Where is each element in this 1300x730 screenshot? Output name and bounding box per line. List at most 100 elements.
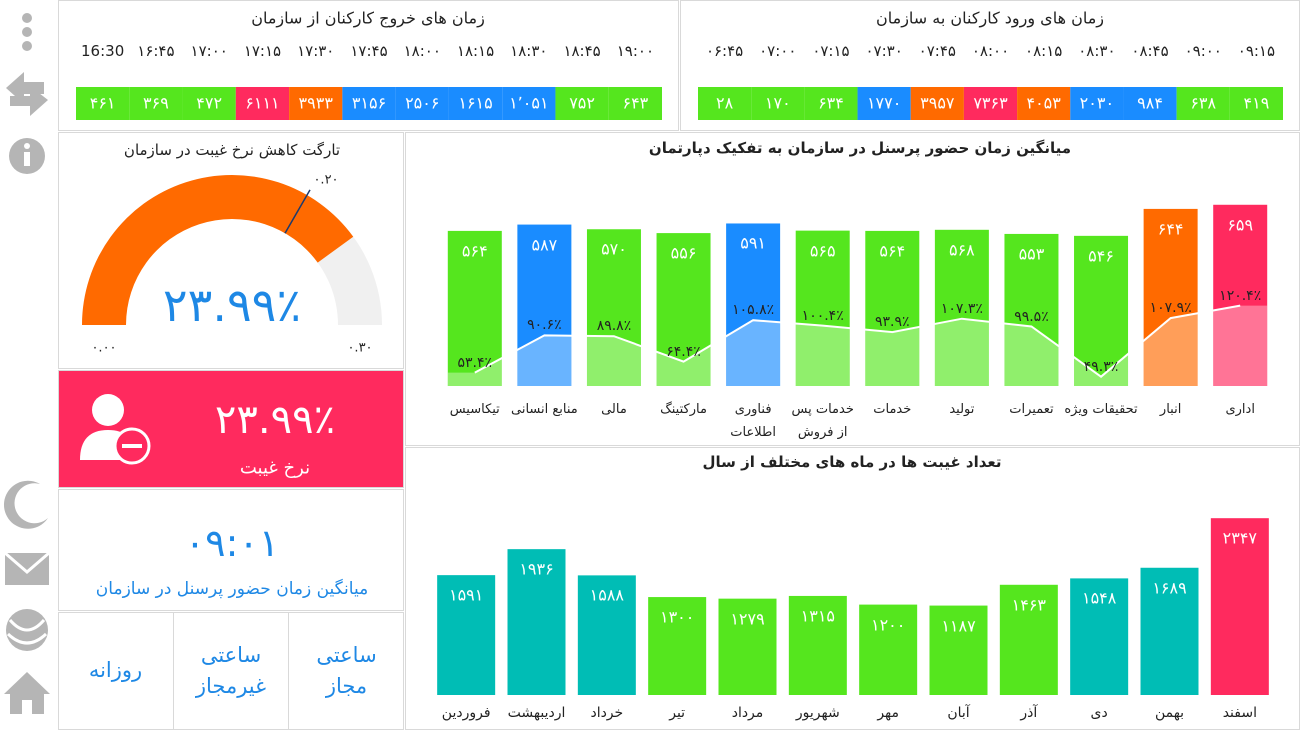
- gauge-tick-label: ۰.۰۰: [91, 340, 117, 356]
- line-area: [726, 320, 781, 386]
- strip-cell: [1229, 87, 1283, 120]
- bar: [648, 597, 707, 695]
- x-tick-label: شهریور: [795, 705, 840, 721]
- line-label: ۹۹.۵٪: [1014, 308, 1049, 325]
- cell-label: ۱٬۰۵۱: [509, 93, 549, 113]
- bar-label: ۵۴۶: [1088, 246, 1114, 266]
- globe-icon[interactable]: [6, 609, 48, 651]
- chart-title: زمان های خروج کارکنان از سازمان: [251, 8, 485, 28]
- line-area: [517, 335, 572, 386]
- line-area: [1004, 323, 1059, 386]
- line-label: ۱۰۵.۸٪: [732, 302, 775, 319]
- x-tick-label: مالی: [601, 402, 627, 417]
- x-tick-label: اردیبهشت: [507, 705, 566, 721]
- strip-cell: [804, 87, 858, 120]
- menu-icon[interactable]: [22, 13, 32, 51]
- time-label: ۰۷:۰۰: [759, 42, 797, 60]
- bar: [1070, 578, 1129, 695]
- filter-button[interactable]: روزانه: [88, 658, 143, 683]
- home-icon[interactable]: [4, 672, 50, 714]
- x-tick-label: مرداد: [731, 705, 764, 721]
- x-tick-label: آبان: [947, 705, 970, 721]
- strip-cell: [395, 87, 449, 120]
- line-area: [1143, 313, 1198, 386]
- line-area: [656, 345, 711, 386]
- line-label: ۱۰۷.۳٪: [940, 300, 983, 317]
- strip-cell: [342, 87, 396, 120]
- sidebar: [3, 13, 50, 714]
- info-icon[interactable]: [9, 138, 45, 174]
- bar-label: ۱۴۶۳: [1011, 595, 1047, 615]
- time-label: ۱۸:۳۰: [510, 42, 548, 60]
- line-area: [586, 335, 641, 386]
- x-tick-label: فناوری اطلاعات: [730, 402, 776, 440]
- bar: [1143, 208, 1198, 386]
- x-tick-label: مهر: [877, 705, 899, 721]
- bar: [1210, 518, 1269, 695]
- x-tick-label: دی: [1090, 705, 1108, 721]
- cell-label: ۱۶۱۵: [458, 93, 493, 113]
- line-label: ۱۰۰.۴٪: [801, 307, 844, 324]
- line-area: [934, 318, 989, 386]
- refresh-icon[interactable]: [6, 72, 48, 116]
- strip-cell: [963, 87, 1018, 120]
- bar-label: ۶۴۴: [1157, 219, 1184, 239]
- cell-label: ۲۵۰۶: [405, 93, 440, 113]
- time-label: ۱۷:۱۵: [243, 42, 282, 60]
- strip-cell: [698, 87, 752, 120]
- x-tick-label: تعمیرات: [1009, 402, 1054, 417]
- time-label: ۱۸:۰۰: [403, 42, 441, 60]
- bar-label: ۵۶۵: [809, 241, 836, 261]
- bar: [718, 598, 777, 695]
- avg-panel: [58, 489, 404, 611]
- strip-cell: [235, 87, 290, 120]
- bar-label: ۵۵۳: [1018, 244, 1045, 264]
- bar-label: ۱۵۴۸: [1081, 588, 1117, 608]
- line-label: ۶۴.۴٪: [666, 343, 701, 360]
- absence-label: نرخ غیبت: [239, 457, 311, 479]
- gauge-target: [284, 189, 311, 234]
- strip-cell: [76, 87, 130, 120]
- strip-cell: [182, 87, 236, 120]
- filter-button[interactable]: ساعتی غیرمجاز: [173, 612, 288, 730]
- strip-cell: [502, 87, 556, 120]
- time-label: ۱۷:۰۰: [190, 42, 228, 60]
- bar: [795, 230, 850, 386]
- bar: [507, 549, 566, 695]
- strip-cell: [1070, 87, 1124, 120]
- cell-label: ۷۵۲: [569, 93, 595, 113]
- bar: [586, 229, 641, 386]
- bar-label: ۵۹۱: [740, 233, 767, 253]
- time-label: 16:30: [81, 42, 125, 60]
- line-label: ۱۰۷.۹٪: [1149, 300, 1192, 317]
- mail-icon[interactable]: [4, 551, 50, 585]
- bar-label: ۵۸۷: [531, 235, 558, 255]
- strip-cell: [1123, 87, 1177, 120]
- time-label: ۰۹:۰۰: [1184, 42, 1222, 60]
- night-icon[interactable]: [3, 480, 48, 529]
- gauge-value-label: ۲۳.۹۹٪: [162, 278, 302, 332]
- user-icon: [80, 394, 151, 465]
- filter-button[interactable]: ساعتی مجاز: [288, 612, 404, 730]
- bar-label: ۵۶۴: [461, 241, 488, 261]
- cell-label: ۳۱۵۶: [351, 93, 387, 113]
- chart-title: میانگین زمان حضور پرسنل در سازمان به تفک…: [648, 139, 1072, 157]
- time-label: ۱۹:۰۰: [616, 42, 654, 60]
- x-tick-label: انبار: [1159, 402, 1182, 417]
- cell-label: ۴۱۹: [1243, 93, 1270, 113]
- x-tick-label: اداری: [1225, 402, 1255, 417]
- line-area: [1074, 353, 1129, 386]
- time-label: ۱۶:۴۵: [137, 42, 175, 60]
- absence-value: ۲۳.۹۹٪: [214, 397, 336, 443]
- x-tick-label: تولید: [949, 402, 975, 417]
- bar: [788, 595, 847, 695]
- strip-cell: [129, 87, 183, 120]
- gauge-tick-label: ۰.۳۰: [347, 340, 373, 356]
- bar-label: ۱۳۱۵: [800, 606, 836, 626]
- bar: [726, 223, 781, 386]
- x-tick-label: خدمات پس از فروش: [791, 402, 854, 440]
- cell-label: ۴۷۲: [196, 93, 223, 113]
- x-tick-label: تیکاسیس: [449, 402, 500, 417]
